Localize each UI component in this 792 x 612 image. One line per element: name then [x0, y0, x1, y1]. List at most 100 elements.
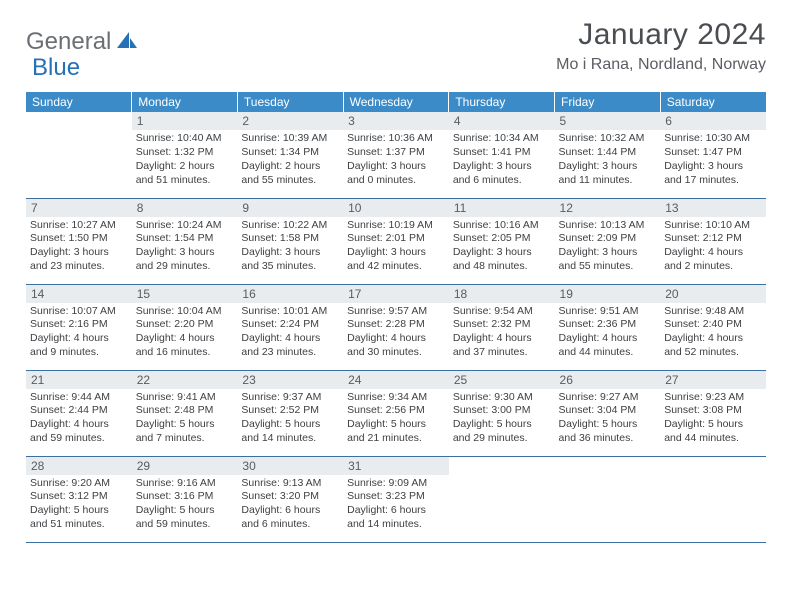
- calendar-day-cell: 27Sunrise: 9:23 AMSunset: 3:08 PMDayligh…: [660, 370, 766, 456]
- daylight-text: Daylight: 4 hours and 44 minutes.: [559, 332, 657, 360]
- calendar-day-cell: [555, 456, 661, 542]
- sunset-text: Sunset: 2:44 PM: [30, 404, 128, 418]
- sunset-text: Sunset: 3:08 PM: [664, 404, 762, 418]
- calendar-week-row: 28Sunrise: 9:20 AMSunset: 3:12 PMDayligh…: [26, 456, 766, 542]
- day-number: 14: [26, 285, 132, 303]
- daylight-text: Daylight: 4 hours and 9 minutes.: [30, 332, 128, 360]
- daylight-text: Daylight: 6 hours and 14 minutes.: [347, 504, 445, 532]
- daylight-text: Daylight: 5 hours and 14 minutes.: [241, 418, 339, 446]
- weekday-header: Saturday: [660, 92, 766, 112]
- day-number: 28: [26, 457, 132, 475]
- sunrise-text: Sunrise: 9:48 AM: [664, 305, 762, 319]
- sunset-text: Sunset: 3:00 PM: [453, 404, 551, 418]
- day-details: Sunrise: 9:54 AMSunset: 2:32 PMDaylight:…: [449, 303, 555, 364]
- weekday-header: Sunday: [26, 92, 132, 112]
- day-details: Sunrise: 10:27 AMSunset: 1:50 PMDaylight…: [26, 217, 132, 278]
- sunrise-text: Sunrise: 10:24 AM: [136, 219, 234, 233]
- day-details: Sunrise: 10:32 AMSunset: 1:44 PMDaylight…: [555, 130, 661, 191]
- calendar-day-cell: 22Sunrise: 9:41 AMSunset: 2:48 PMDayligh…: [132, 370, 238, 456]
- day-details: Sunrise: 9:51 AMSunset: 2:36 PMDaylight:…: [555, 303, 661, 364]
- sunset-text: Sunset: 3:20 PM: [241, 490, 339, 504]
- sunset-text: Sunset: 1:32 PM: [136, 146, 234, 160]
- sunset-text: Sunset: 2:05 PM: [453, 232, 551, 246]
- calendar-day-cell: [660, 456, 766, 542]
- sunset-text: Sunset: 3:23 PM: [347, 490, 445, 504]
- weekday-header-row: Sunday Monday Tuesday Wednesday Thursday…: [26, 92, 766, 112]
- sunset-text: Sunset: 2:36 PM: [559, 318, 657, 332]
- sunrise-text: Sunrise: 10:32 AM: [559, 132, 657, 146]
- sunset-text: Sunset: 2:09 PM: [559, 232, 657, 246]
- daylight-text: Daylight: 4 hours and 16 minutes.: [136, 332, 234, 360]
- day-details: Sunrise: 9:41 AMSunset: 2:48 PMDaylight:…: [132, 389, 238, 450]
- daylight-text: Daylight: 2 hours and 51 minutes.: [136, 160, 234, 188]
- sunset-text: Sunset: 1:58 PM: [241, 232, 339, 246]
- daylight-text: Daylight: 5 hours and 36 minutes.: [559, 418, 657, 446]
- daylight-text: Daylight: 4 hours and 23 minutes.: [241, 332, 339, 360]
- sunset-text: Sunset: 2:28 PM: [347, 318, 445, 332]
- day-details: Sunrise: 10:10 AMSunset: 2:12 PMDaylight…: [660, 217, 766, 278]
- day-details: Sunrise: 9:27 AMSunset: 3:04 PMDaylight:…: [555, 389, 661, 450]
- calendar-day-cell: [26, 112, 132, 198]
- sunrise-text: Sunrise: 9:16 AM: [136, 477, 234, 491]
- calendar-week-row: 14Sunrise: 10:07 AMSunset: 2:16 PMDaylig…: [26, 284, 766, 370]
- day-number: 2: [237, 112, 343, 130]
- sunrise-text: Sunrise: 9:54 AM: [453, 305, 551, 319]
- sunrise-text: Sunrise: 9:23 AM: [664, 391, 762, 405]
- sunrise-text: Sunrise: 9:51 AM: [559, 305, 657, 319]
- daylight-text: Daylight: 5 hours and 29 minutes.: [453, 418, 551, 446]
- day-details: Sunrise: 10:30 AMSunset: 1:47 PMDaylight…: [660, 130, 766, 191]
- day-number: 25: [449, 371, 555, 389]
- calendar-day-cell: 16Sunrise: 10:01 AMSunset: 2:24 PMDaylig…: [237, 284, 343, 370]
- calendar-day-cell: 26Sunrise: 9:27 AMSunset: 3:04 PMDayligh…: [555, 370, 661, 456]
- day-details: Sunrise: 9:57 AMSunset: 2:28 PMDaylight:…: [343, 303, 449, 364]
- day-number: 10: [343, 199, 449, 217]
- day-details: Sunrise: 10:04 AMSunset: 2:20 PMDaylight…: [132, 303, 238, 364]
- calendar-day-cell: [449, 456, 555, 542]
- day-number: 9: [237, 199, 343, 217]
- calendar-week-row: 1Sunrise: 10:40 AMSunset: 1:32 PMDayligh…: [26, 112, 766, 198]
- calendar-day-cell: 14Sunrise: 10:07 AMSunset: 2:16 PMDaylig…: [26, 284, 132, 370]
- day-details: Sunrise: 9:09 AMSunset: 3:23 PMDaylight:…: [343, 475, 449, 536]
- day-number: 8: [132, 199, 238, 217]
- calendar-day-cell: 3Sunrise: 10:36 AMSunset: 1:37 PMDayligh…: [343, 112, 449, 198]
- sunrise-text: Sunrise: 10:04 AM: [136, 305, 234, 319]
- logo-sail-icon: [116, 30, 138, 55]
- sunrise-text: Sunrise: 9:41 AM: [136, 391, 234, 405]
- calendar-table: Sunday Monday Tuesday Wednesday Thursday…: [26, 92, 766, 543]
- sunrise-text: Sunrise: 9:57 AM: [347, 305, 445, 319]
- day-details: Sunrise: 10:19 AMSunset: 2:01 PMDaylight…: [343, 217, 449, 278]
- weekday-header: Wednesday: [343, 92, 449, 112]
- day-number: 11: [449, 199, 555, 217]
- sunrise-text: Sunrise: 10:30 AM: [664, 132, 762, 146]
- day-number: 23: [237, 371, 343, 389]
- sunset-text: Sunset: 2:24 PM: [241, 318, 339, 332]
- sunset-text: Sunset: 1:50 PM: [30, 232, 128, 246]
- daylight-text: Daylight: 6 hours and 6 minutes.: [241, 504, 339, 532]
- calendar-day-cell: 13Sunrise: 10:10 AMSunset: 2:12 PMDaylig…: [660, 198, 766, 284]
- sunrise-text: Sunrise: 9:09 AM: [347, 477, 445, 491]
- sunset-text: Sunset: 2:12 PM: [664, 232, 762, 246]
- calendar-day-cell: 20Sunrise: 9:48 AMSunset: 2:40 PMDayligh…: [660, 284, 766, 370]
- calendar-day-cell: 23Sunrise: 9:37 AMSunset: 2:52 PMDayligh…: [237, 370, 343, 456]
- day-number: 1: [132, 112, 238, 130]
- sunset-text: Sunset: 3:04 PM: [559, 404, 657, 418]
- calendar-day-cell: 1Sunrise: 10:40 AMSunset: 1:32 PMDayligh…: [132, 112, 238, 198]
- daylight-text: Daylight: 4 hours and 30 minutes.: [347, 332, 445, 360]
- sunrise-text: Sunrise: 9:27 AM: [559, 391, 657, 405]
- day-details: Sunrise: 10:16 AMSunset: 2:05 PMDaylight…: [449, 217, 555, 278]
- calendar-week-row: 21Sunrise: 9:44 AMSunset: 2:44 PMDayligh…: [26, 370, 766, 456]
- month-title: January 2024: [556, 18, 766, 52]
- daylight-text: Daylight: 5 hours and 51 minutes.: [30, 504, 128, 532]
- daylight-text: Daylight: 4 hours and 37 minutes.: [453, 332, 551, 360]
- sunrise-text: Sunrise: 10:16 AM: [453, 219, 551, 233]
- daylight-text: Daylight: 3 hours and 6 minutes.: [453, 160, 551, 188]
- sunset-text: Sunset: 3:12 PM: [30, 490, 128, 504]
- sunrise-text: Sunrise: 10:10 AM: [664, 219, 762, 233]
- sunset-text: Sunset: 1:54 PM: [136, 232, 234, 246]
- day-details: Sunrise: 9:37 AMSunset: 2:52 PMDaylight:…: [237, 389, 343, 450]
- sunset-text: Sunset: 3:16 PM: [136, 490, 234, 504]
- calendar-day-cell: 17Sunrise: 9:57 AMSunset: 2:28 PMDayligh…: [343, 284, 449, 370]
- day-number: 15: [132, 285, 238, 303]
- day-details: Sunrise: 10:13 AMSunset: 2:09 PMDaylight…: [555, 217, 661, 278]
- sunset-text: Sunset: 1:37 PM: [347, 146, 445, 160]
